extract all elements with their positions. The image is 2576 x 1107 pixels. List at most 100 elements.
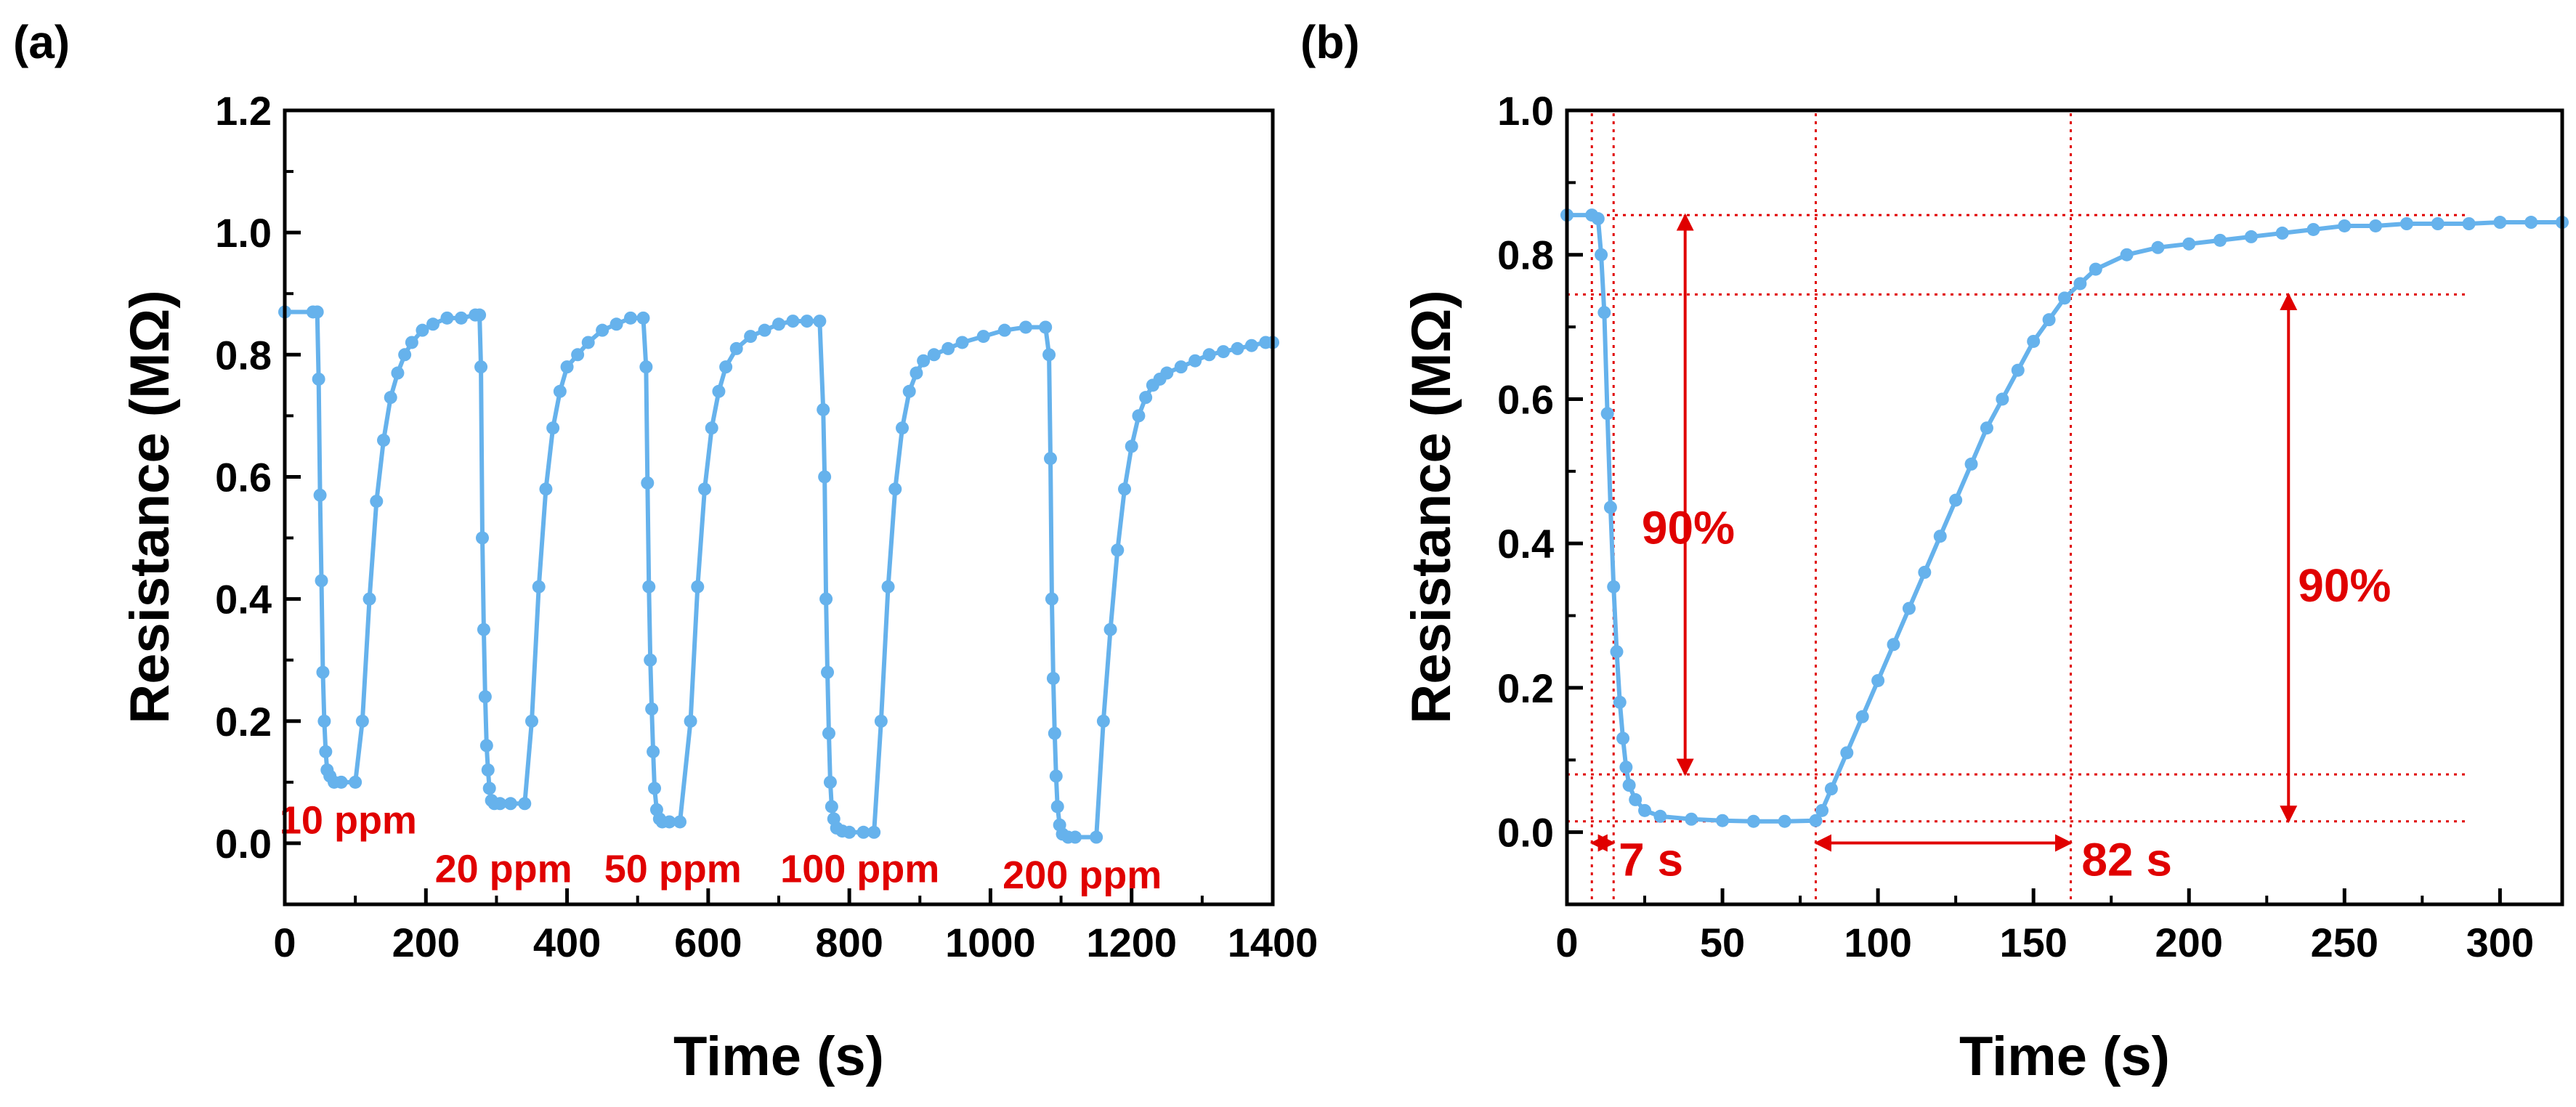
- data-point-a: [1160, 366, 1174, 380]
- panel-label-a: (a): [13, 16, 70, 68]
- data-point-a: [786, 315, 800, 328]
- y-tick-label-b: 1.0: [1497, 88, 1554, 134]
- data-point-a: [817, 402, 830, 416]
- data-point-a: [481, 763, 495, 777]
- data-point-a: [823, 775, 837, 789]
- data-point-a: [800, 315, 814, 328]
- data-point-a: [405, 336, 418, 349]
- data-point-a: [997, 323, 1011, 337]
- data-point-b: [1653, 809, 1667, 823]
- data-point-a: [315, 574, 328, 588]
- data-point-a: [902, 384, 916, 398]
- data-point-b: [1855, 710, 1869, 723]
- data-point-a: [1217, 345, 1230, 359]
- data-point-a: [503, 797, 517, 811]
- data-point-b: [2493, 216, 2507, 230]
- data-point-b: [1840, 746, 1854, 760]
- data-point-a: [319, 745, 333, 758]
- data-point-a: [1050, 800, 1064, 814]
- x-tick-label-a: 600: [674, 920, 742, 965]
- data-point-a: [479, 739, 493, 753]
- data-point-a: [473, 308, 487, 322]
- data-point-b: [1778, 814, 1791, 828]
- data-point-b: [2027, 334, 2041, 348]
- annotation-label-b: 90%: [1642, 501, 1735, 554]
- panel-label-b: (b): [1300, 16, 1360, 68]
- data-point-a: [440, 311, 454, 325]
- plot-frame-b: [1565, 108, 2564, 907]
- data-point-b: [1603, 500, 1617, 514]
- data-point-a: [856, 825, 870, 839]
- data-point-a: [1188, 354, 1202, 368]
- data-point-a: [553, 384, 567, 398]
- data-point-b: [1964, 457, 1978, 471]
- annotation-label-a: 20 ppm: [435, 848, 572, 891]
- data-point-a: [391, 366, 405, 380]
- annotation-label-b: 7 s: [1619, 833, 1683, 885]
- data-point-b: [2338, 219, 2352, 232]
- data-point-a: [384, 391, 397, 405]
- data-point-a: [426, 317, 440, 331]
- data-point-a: [874, 714, 888, 728]
- data-point-a: [1111, 543, 1125, 557]
- data-point-b: [1607, 580, 1621, 593]
- data-point-b: [2073, 277, 2087, 291]
- data-point-b: [1815, 803, 1829, 817]
- x-tick-label-a: 800: [815, 920, 883, 965]
- data-point-b: [1980, 421, 1993, 435]
- annotation-label-a: 10 ppm: [280, 798, 417, 842]
- x-tick-label-b: 50: [1700, 920, 1745, 965]
- data-point-a: [1042, 348, 1056, 362]
- x-tick-label-b: 250: [2311, 920, 2378, 965]
- data-point-b: [2275, 226, 2289, 240]
- data-point-b: [1996, 392, 2009, 406]
- data-point-b: [1597, 306, 1611, 320]
- data-point-a: [571, 348, 585, 362]
- data-point-b: [1887, 638, 1900, 652]
- data-point-a: [313, 488, 327, 502]
- y-tick-label-b: 0.8: [1497, 232, 1554, 278]
- data-point-a: [825, 800, 838, 814]
- y-tick-label-b: 0.4: [1497, 521, 1554, 567]
- data-point-a: [758, 323, 771, 337]
- data-point-a: [1069, 830, 1082, 844]
- data-point-a: [525, 714, 538, 728]
- data-point-a: [349, 775, 362, 789]
- data-point-b: [1629, 792, 1643, 806]
- data-point-a: [1132, 409, 1146, 423]
- data-point-b: [2151, 240, 2165, 254]
- x-tick-label-a: 0: [273, 920, 296, 965]
- data-point-a: [644, 653, 657, 667]
- data-point-a: [1048, 726, 1061, 740]
- data-point-b: [2182, 237, 2196, 251]
- data-point-a: [1096, 714, 1110, 728]
- data-point-a: [1049, 769, 1063, 783]
- annotation-label-a: 200 ppm: [1003, 853, 1162, 897]
- data-point-b: [1638, 803, 1652, 817]
- data-point-a: [896, 421, 909, 435]
- annotation-label-b: 82 s: [2081, 833, 2172, 885]
- data-point-b: [2369, 219, 2383, 232]
- data-point-b: [1619, 761, 1633, 774]
- data-point-b: [2089, 262, 2102, 276]
- data-point-a: [310, 305, 324, 319]
- data-point-b: [1716, 814, 1730, 827]
- data-point-b: [2399, 217, 2413, 231]
- data-point-a: [641, 476, 655, 490]
- data-point-b: [1613, 695, 1627, 709]
- data-point-a: [639, 360, 653, 374]
- data-point-b: [1902, 601, 1916, 615]
- data-point-a: [362, 592, 376, 606]
- data-point-a: [917, 354, 931, 368]
- data-point-b: [2306, 222, 2320, 236]
- data-point-a: [1090, 830, 1103, 844]
- x-tick-label-a: 1200: [1086, 920, 1177, 965]
- x-tick-label-a: 200: [392, 920, 460, 965]
- data-point-a: [712, 384, 726, 398]
- data-point-a: [648, 782, 662, 795]
- x-tick-label-b: 200: [2155, 920, 2223, 965]
- data-point-a: [493, 797, 507, 811]
- data-point-a: [596, 323, 609, 337]
- x-axis-label-b: Time (s): [1959, 1026, 2170, 1087]
